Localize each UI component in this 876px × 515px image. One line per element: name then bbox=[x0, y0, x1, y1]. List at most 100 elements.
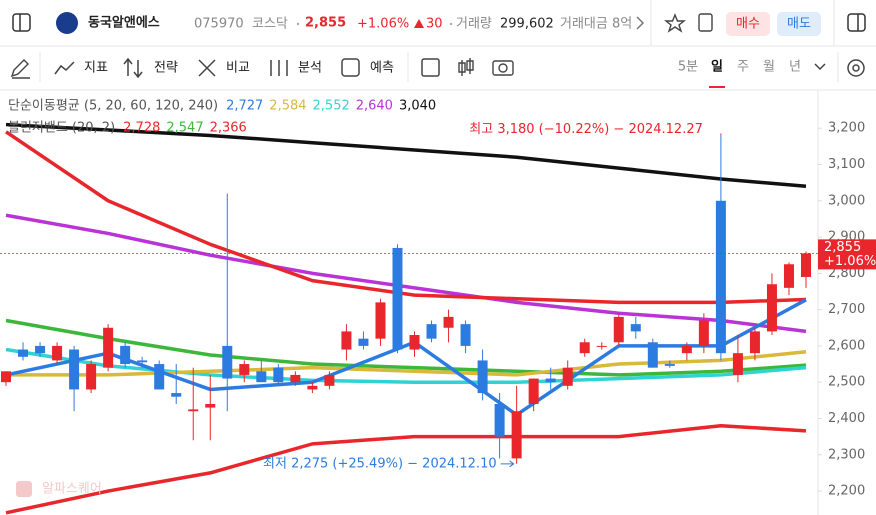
y-tick-label: 2,600 bbox=[828, 338, 865, 353]
legend-value: 2,640 bbox=[356, 99, 393, 114]
y-tick-label: 2,500 bbox=[828, 375, 865, 390]
candle-body bbox=[358, 338, 369, 346]
candle-body bbox=[494, 403, 505, 437]
legend-value: 2,547 bbox=[166, 121, 203, 136]
candle-body bbox=[137, 360, 148, 363]
buy-button[interactable] bbox=[726, 12, 770, 36]
legend-value: 3,040 bbox=[399, 99, 436, 114]
candle-body bbox=[426, 324, 437, 339]
buy-label: 매수 bbox=[736, 17, 760, 32]
logo bbox=[56, 12, 78, 34]
legend-value: 2,727 bbox=[226, 99, 263, 114]
candle-body bbox=[715, 200, 726, 354]
sell-label: 매도 bbox=[787, 17, 811, 32]
settings-icon[interactable] bbox=[847, 59, 865, 77]
period-button[interactable]: 5분 bbox=[678, 60, 698, 75]
y-tick-label: 3,000 bbox=[828, 193, 865, 208]
candle-body bbox=[222, 345, 233, 379]
stock-name: 동국알앤에스 bbox=[88, 15, 160, 31]
panel-icon[interactable] bbox=[847, 13, 866, 32]
candle-body bbox=[749, 331, 760, 354]
candle-body bbox=[664, 364, 675, 366]
y-tick-label: 2,400 bbox=[828, 411, 865, 426]
annotation-arrow bbox=[500, 460, 515, 468]
candle-body bbox=[681, 345, 692, 354]
y-tick-label: 3,100 bbox=[828, 157, 865, 172]
change-pct: +1.06% bbox=[357, 17, 409, 32]
legend-label: 볼린저밴드 (20, 2) bbox=[8, 121, 115, 136]
y-tick-label: 2,300 bbox=[828, 447, 865, 462]
candle-body bbox=[596, 345, 607, 347]
candle-body bbox=[256, 371, 267, 383]
annotation: 최저 2,275 (+25.49%) − 2024.12.10 bbox=[263, 456, 497, 471]
tool-button[interactable]: 전략 bbox=[154, 61, 178, 76]
chart-type-icon[interactable] bbox=[458, 58, 474, 76]
legend-value: 2,728 bbox=[123, 121, 160, 136]
candle-body bbox=[205, 403, 216, 408]
candle-body bbox=[52, 345, 63, 361]
period-button[interactable]: 일 bbox=[711, 60, 723, 75]
layout-icon[interactable] bbox=[421, 58, 440, 77]
current-change: +1.06% bbox=[824, 254, 876, 269]
period-button[interactable]: 월 bbox=[763, 60, 775, 75]
volume-label: 거래량 bbox=[456, 17, 492, 32]
candle-body bbox=[69, 349, 80, 390]
watermark: 알파스퀘어 bbox=[42, 482, 102, 497]
draw-icon[interactable] bbox=[10, 59, 30, 79]
y-tick-label: 3,200 bbox=[828, 121, 865, 136]
candle-body bbox=[239, 364, 250, 375]
candle-body bbox=[86, 364, 97, 390]
candle-body bbox=[375, 302, 386, 339]
candle-body bbox=[783, 264, 794, 288]
legend-label: 단순이동평균 (5, 20, 60, 120, 240) bbox=[8, 99, 218, 114]
more-arrow[interactable] bbox=[636, 16, 645, 30]
tool-button[interactable]: 예측 bbox=[370, 61, 394, 76]
candle-body bbox=[443, 316, 454, 328]
candle-body bbox=[647, 342, 658, 368]
candle-body bbox=[341, 331, 352, 350]
candle-body bbox=[698, 320, 709, 346]
sidebar-icon[interactable] bbox=[12, 13, 31, 32]
candle-body bbox=[154, 364, 165, 390]
legend-value: 2,584 bbox=[269, 99, 306, 114]
camera-icon[interactable] bbox=[492, 60, 514, 76]
candle-body bbox=[511, 411, 522, 459]
indicator-line bbox=[5, 347, 807, 384]
tool-button[interactable]: 비교 bbox=[226, 61, 250, 76]
candle-body bbox=[766, 284, 777, 332]
memo-icon[interactable] bbox=[698, 13, 713, 32]
candle-body bbox=[103, 327, 114, 368]
candle-body bbox=[120, 345, 131, 365]
candle-body bbox=[307, 385, 318, 390]
market: 코스닥 bbox=[252, 17, 288, 32]
period-button[interactable]: 주 bbox=[737, 60, 749, 75]
tool-button[interactable]: 분석 bbox=[298, 61, 322, 76]
indicator-line bbox=[5, 318, 807, 377]
sell-button[interactable] bbox=[777, 12, 821, 36]
period-dropdown[interactable] bbox=[814, 63, 826, 71]
amount: 거래대금 8억 bbox=[560, 17, 632, 32]
y-tick-label: 2,800 bbox=[828, 266, 865, 281]
candle-body bbox=[732, 353, 743, 375]
y-tick-label: 2,200 bbox=[828, 484, 865, 499]
legend-value: 2,366 bbox=[210, 121, 247, 136]
candle-body bbox=[188, 409, 199, 412]
indicator-line bbox=[5, 423, 807, 515]
candle-body bbox=[392, 247, 403, 350]
candle-body bbox=[613, 316, 624, 343]
legend-value: 2,552 bbox=[313, 99, 350, 114]
candle-body bbox=[171, 393, 182, 397]
period-button[interactable]: 년 bbox=[789, 60, 801, 75]
favorite-icon[interactable] bbox=[664, 13, 686, 33]
y-tick-label: 2,700 bbox=[828, 302, 865, 317]
candle-body bbox=[801, 253, 811, 277]
candle-body bbox=[18, 349, 29, 357]
candle-body bbox=[630, 324, 641, 332]
indicator-line bbox=[5, 122, 807, 188]
candle-body bbox=[1, 371, 11, 383]
tool-button[interactable]: 지표 bbox=[84, 61, 108, 76]
candle-body bbox=[273, 367, 284, 383]
stock-code: 075970 bbox=[194, 17, 244, 32]
candle-body bbox=[35, 345, 46, 354]
indicator-line bbox=[6, 349, 807, 377]
